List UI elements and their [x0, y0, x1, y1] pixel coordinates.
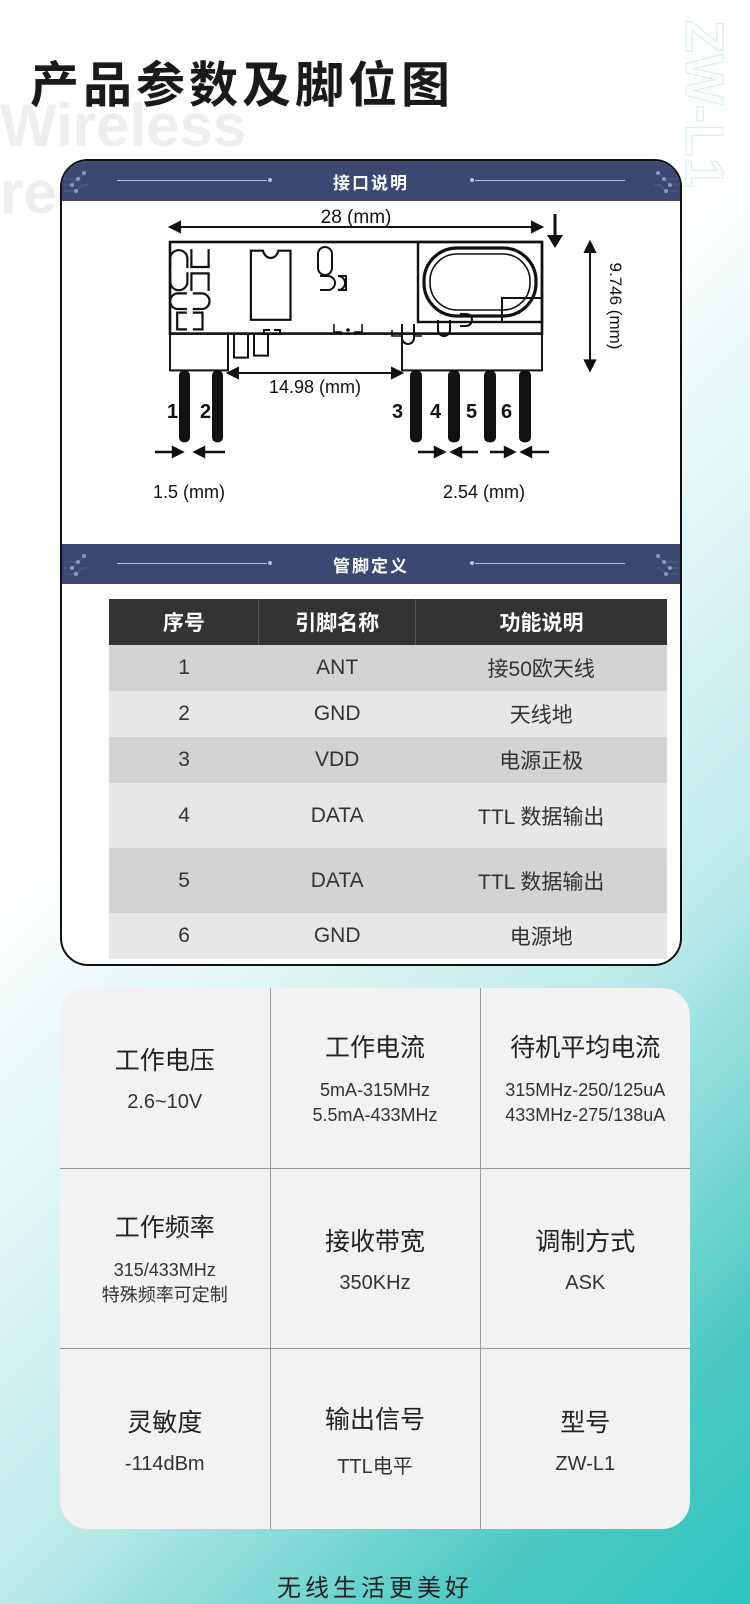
- svg-text:9.746 (mm): 9.746 (mm): [606, 263, 625, 350]
- svg-text:3: 3: [392, 401, 403, 423]
- svg-text:2.54 (mm): 2.54 (mm): [443, 482, 525, 502]
- svg-text:28 (mm): 28 (mm): [321, 207, 392, 228]
- svg-text:1.5 (mm): 1.5 (mm): [153, 482, 225, 502]
- svg-text:6: 6: [501, 401, 512, 423]
- svg-text:2: 2: [200, 401, 211, 423]
- svg-text:4: 4: [430, 401, 442, 423]
- svg-text:14.98 (mm): 14.98 (mm): [269, 377, 361, 397]
- svg-text:1: 1: [167, 401, 178, 423]
- svg-text:5: 5: [466, 401, 477, 423]
